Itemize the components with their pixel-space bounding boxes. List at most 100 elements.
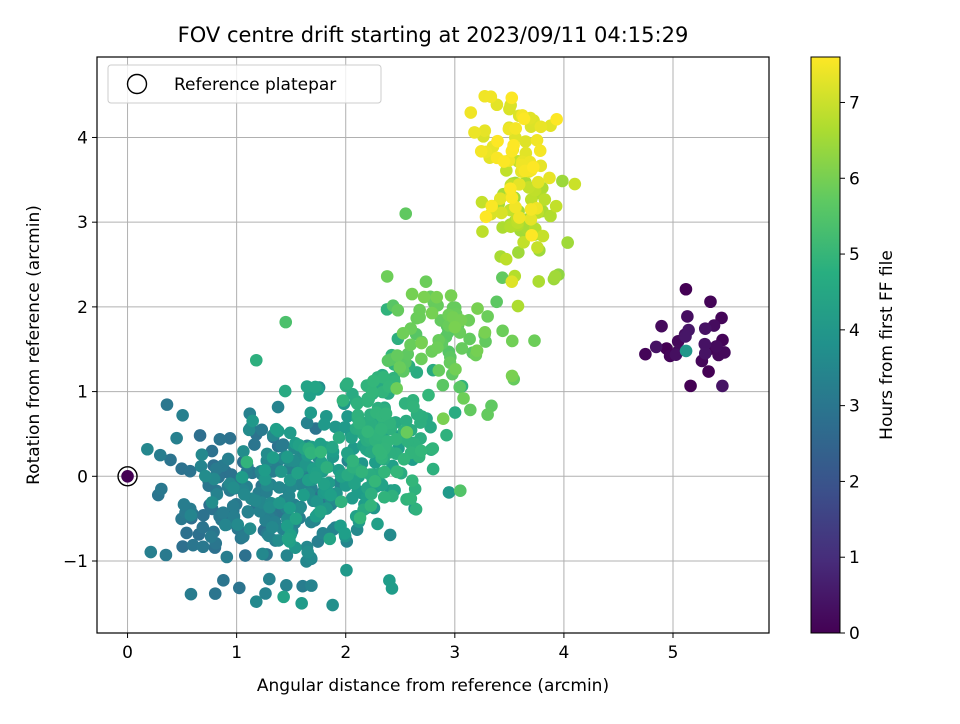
data-point bbox=[504, 182, 517, 195]
data-point bbox=[524, 203, 538, 216]
data-point bbox=[324, 488, 337, 502]
data-point bbox=[422, 388, 435, 402]
y-tick-label: 3 bbox=[77, 213, 88, 233]
data-point bbox=[272, 481, 286, 494]
data-point bbox=[440, 428, 453, 442]
data-point bbox=[275, 439, 289, 453]
colorbar-gradient bbox=[810, 56, 841, 634]
data-point bbox=[259, 587, 272, 600]
data-point bbox=[184, 587, 198, 601]
data-point bbox=[353, 416, 366, 430]
data-point bbox=[490, 295, 503, 309]
data-point bbox=[405, 287, 419, 301]
y-tick-label: 4 bbox=[77, 128, 88, 148]
data-point bbox=[223, 431, 237, 445]
data-point bbox=[205, 496, 219, 509]
data-point bbox=[249, 353, 263, 367]
colorbar-tick-label: 7 bbox=[849, 93, 860, 113]
data-point bbox=[527, 160, 540, 174]
data-point bbox=[237, 445, 250, 458]
data-point bbox=[176, 408, 189, 422]
y-tick-label: 0 bbox=[77, 467, 88, 487]
data-point bbox=[348, 477, 361, 490]
data-point bbox=[204, 530, 218, 544]
data-point bbox=[334, 495, 348, 509]
data-point bbox=[390, 382, 404, 395]
data-point bbox=[528, 334, 541, 348]
data-point bbox=[341, 377, 354, 390]
data-point bbox=[210, 462, 223, 476]
data-point bbox=[295, 597, 308, 610]
data-point bbox=[246, 414, 259, 428]
data-point bbox=[513, 211, 526, 224]
data-point bbox=[396, 327, 410, 340]
data-point bbox=[505, 275, 519, 288]
data-point bbox=[265, 521, 279, 534]
data-point bbox=[474, 144, 488, 158]
data-point bbox=[274, 465, 288, 478]
colorbar-label: Hours from first FF file bbox=[877, 250, 897, 440]
data-point bbox=[309, 470, 322, 484]
data-point bbox=[491, 134, 504, 148]
data-point bbox=[495, 206, 508, 220]
y-tick-label: 2 bbox=[77, 298, 88, 318]
data-point bbox=[368, 474, 382, 488]
y-axis-label: Rotation from reference (arcmin) bbox=[24, 205, 44, 485]
data-point bbox=[561, 236, 574, 249]
data-point bbox=[269, 422, 283, 436]
data-point bbox=[186, 538, 200, 552]
data-point bbox=[432, 364, 446, 377]
legend-box bbox=[107, 64, 382, 104]
colorbar-tick-label: 3 bbox=[849, 397, 860, 417]
x-tick-label: 1 bbox=[231, 643, 242, 663]
data-point bbox=[397, 453, 411, 466]
data-point bbox=[325, 440, 339, 454]
data-point bbox=[155, 482, 168, 496]
data-point bbox=[304, 446, 318, 460]
data-point bbox=[340, 563, 353, 577]
data-point bbox=[377, 371, 391, 384]
x-tick-label: 0 bbox=[122, 643, 133, 663]
data-point bbox=[291, 466, 304, 480]
data-point bbox=[231, 518, 245, 531]
data-point bbox=[436, 378, 450, 392]
data-point bbox=[371, 517, 384, 531]
data-point bbox=[153, 448, 167, 462]
data-point bbox=[679, 330, 692, 343]
colorbar-tick-label: 5 bbox=[849, 245, 860, 265]
data-point bbox=[464, 106, 478, 119]
data-point bbox=[183, 464, 197, 478]
data-point bbox=[493, 192, 507, 205]
data-point bbox=[517, 112, 531, 126]
data-point bbox=[219, 518, 232, 532]
x-tick-label: 5 bbox=[668, 643, 679, 663]
data-point bbox=[415, 336, 428, 350]
data-point bbox=[326, 598, 339, 612]
data-point bbox=[184, 509, 198, 522]
data-point bbox=[481, 408, 494, 421]
y-tick-label: 1 bbox=[77, 383, 88, 403]
data-point bbox=[698, 347, 712, 360]
data-point bbox=[405, 474, 419, 487]
data-point bbox=[217, 574, 230, 587]
data-point bbox=[255, 423, 269, 437]
data-point bbox=[426, 462, 440, 476]
data-point bbox=[355, 465, 369, 479]
data-point bbox=[702, 365, 715, 378]
data-point bbox=[361, 425, 375, 439]
data-point bbox=[399, 414, 413, 428]
data-point bbox=[310, 495, 324, 508]
data-point bbox=[320, 461, 334, 474]
data-point bbox=[141, 442, 154, 456]
data-point bbox=[365, 385, 379, 399]
data-point bbox=[544, 209, 557, 223]
data-point bbox=[484, 90, 498, 104]
data-point bbox=[479, 210, 493, 224]
data-point bbox=[548, 270, 562, 283]
data-point bbox=[281, 450, 294, 464]
data-point bbox=[505, 91, 519, 105]
data-point bbox=[470, 344, 484, 358]
data-point bbox=[338, 420, 352, 434]
data-point bbox=[314, 445, 328, 459]
data-point bbox=[301, 545, 314, 559]
